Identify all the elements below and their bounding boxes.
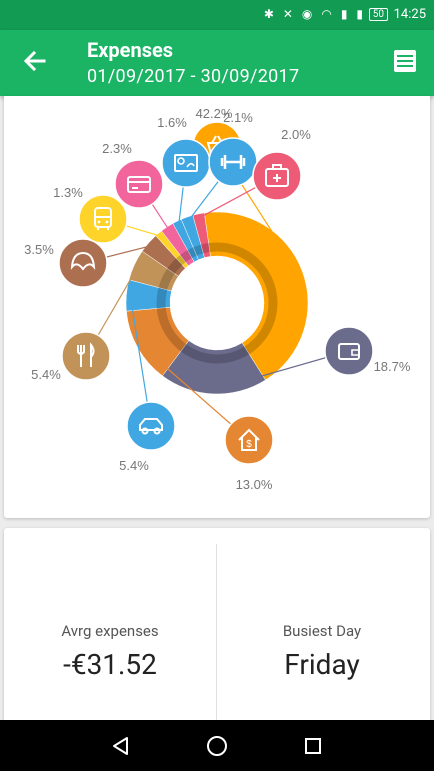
status-time: 14:25 [393,7,426,22]
percent-label: 3.5% [24,242,54,257]
back-arrow-icon[interactable] [20,46,50,76]
percent-label: 2.1% [223,110,253,125]
percent-label: 5.4% [31,367,61,382]
nav-recents-icon[interactable] [300,733,326,759]
date-range[interactable]: 01/09/2017 - 30/09/2017 [87,66,300,87]
card-icon [127,176,151,193]
busiest-day-value: Friday [284,648,360,681]
status-bar: ✱ ✕ ◉ ◠ ▮ ▮ 50 14:25 [0,0,434,30]
category-bubble-tickets[interactable] [161,138,211,188]
category-bubble-transport[interactable] [58,238,108,288]
menu-icon[interactable] [394,48,416,74]
category-bubble-food[interactable] [126,401,176,451]
percent-label: 18.7% [374,359,411,374]
category-bubble-shopping[interactable] [78,194,128,244]
stats-card: Avrg expenses -€31.52 Busiest Day Friday [4,528,430,723]
cheque-icon [174,154,198,172]
system-nav-bar [0,720,434,771]
percent-label: 2.0% [281,127,311,142]
avg-expenses-label: Avrg expenses [61,622,159,640]
category-bubble-bills[interactable] [114,159,164,209]
cutlery-icon [77,342,95,367]
battery-icon: 50 [368,8,388,21]
expenses-chart-card: 42.2% 18.7% $13.0% 5.4% 5.4% 3.5% 1.3% 2.3% 1.6%… [4,96,430,518]
percent-label: 5.4% [119,458,149,473]
expenses-donut-chart: 42.2% 18.7% $13.0% 5.4% 5.4% 3.5% 1.3% 2.3% 1.6%… [24,106,411,492]
category-bubble-cars[interactable]: $ [224,415,274,465]
stats-divider [216,544,217,722]
nav-back-icon[interactable] [108,733,134,759]
bus-icon [94,207,112,230]
percent-label: 42.2% [196,106,233,121]
avg-expenses-value: -€31.52 [63,648,157,681]
first-aid-icon [265,164,289,187]
category-bubble-household[interactable] [324,326,374,376]
nav-home-icon[interactable] [204,733,230,759]
inner-ring [156,242,278,364]
category-bubble-bakery[interactable] [61,331,111,381]
house-icon: $ [238,428,260,451]
app-bar: Expenses 01/09/2017 - 30/09/2017 [0,30,434,96]
wallet-icon [338,343,360,360]
percent-label: 1.6% [157,115,187,130]
slice-health [192,212,211,258]
dumbbell-icon [220,155,246,169]
page-title: Expenses [87,38,174,62]
category-bubble-health[interactable] [252,151,302,201]
donut-hole [172,258,262,348]
category-bubble-sport[interactable] [208,137,258,187]
percent-label: 1.3% [53,185,83,200]
status-icons: ✱ ✕ ◉ ◠ ▮ ▮ [263,7,366,21]
percent-label: 13.0% [236,477,273,492]
busiest-day-label: Busiest Day [282,622,362,640]
svg-text:$: $ [246,439,252,450]
percent-label: 2.3% [102,141,132,156]
car-icon [139,418,163,435]
croissant-icon [70,251,96,271]
